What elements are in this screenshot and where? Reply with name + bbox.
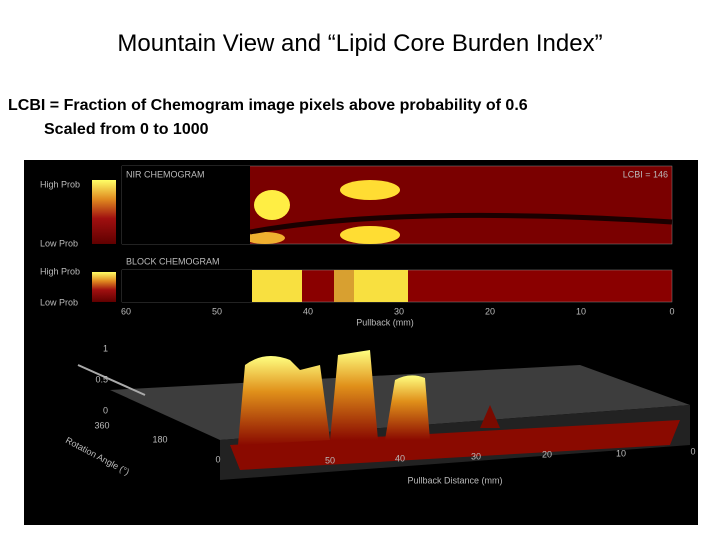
scale-label: Low Prob (40, 297, 78, 307)
distance-tick: 30 (471, 451, 481, 461)
pullback-tick: 30 (394, 306, 404, 316)
pullback-tick: 50 (212, 306, 222, 316)
distance-tick: 40 (395, 453, 405, 463)
lipid-blob (340, 180, 400, 200)
scale-label: Low Prob (40, 238, 78, 248)
pullback-tick: 40 (303, 306, 313, 316)
prob-tick: 0.5 (95, 374, 108, 384)
nir-blank (122, 166, 250, 244)
distance-tick: 20 (542, 449, 552, 459)
distance-tick: 10 (616, 448, 626, 458)
axis-label: Pullback Distance (mm) (407, 475, 502, 485)
prob-tick: 0 (103, 405, 108, 415)
lcbi-label: LCBI = 146 (623, 169, 668, 179)
slide-title: Mountain View and “Lipid Core Burden Ind… (117, 30, 603, 57)
scale-label: High Prob (40, 266, 80, 276)
distance-tick: 0 (690, 446, 695, 456)
pullback-tick: 20 (485, 306, 495, 316)
prob-tick: 1 (103, 343, 108, 353)
subtitle-line: LCBI = Fraction of Chemogram image pixel… (8, 97, 528, 114)
pullback-tick: 10 (576, 306, 586, 316)
lipid-blob (340, 226, 400, 244)
peak (480, 405, 500, 428)
lipid-blob (245, 232, 285, 244)
panel-label: NIR CHEMOGRAM (126, 169, 205, 179)
subtitle-line: Scaled from 0 to 1000 (44, 121, 209, 138)
probability-axis-line (77, 364, 146, 396)
color-scale (92, 180, 116, 244)
angle-tick: 360 (94, 420, 109, 430)
pullback-tick: 0 (669, 306, 674, 316)
block (252, 270, 302, 302)
block-blank (122, 270, 252, 302)
mountain (238, 356, 330, 445)
axis-label: Pullback (mm) (356, 317, 414, 327)
guidewire-shadow (249, 212, 673, 235)
mountain (330, 350, 378, 440)
scale-label: High Prob (40, 179, 80, 189)
pullback-tick: 60 (121, 306, 131, 316)
panel-label: BLOCK CHEMOGRAM (126, 256, 220, 266)
angle-tick: 180 (152, 434, 167, 444)
angle-tick: 0 (215, 454, 220, 464)
block (354, 270, 408, 302)
distance-tick: 50 (325, 455, 335, 465)
lipid-blob (254, 190, 290, 220)
color-scale (92, 272, 116, 302)
mountain (385, 375, 430, 440)
block (334, 270, 354, 302)
floor-red (230, 420, 680, 470)
